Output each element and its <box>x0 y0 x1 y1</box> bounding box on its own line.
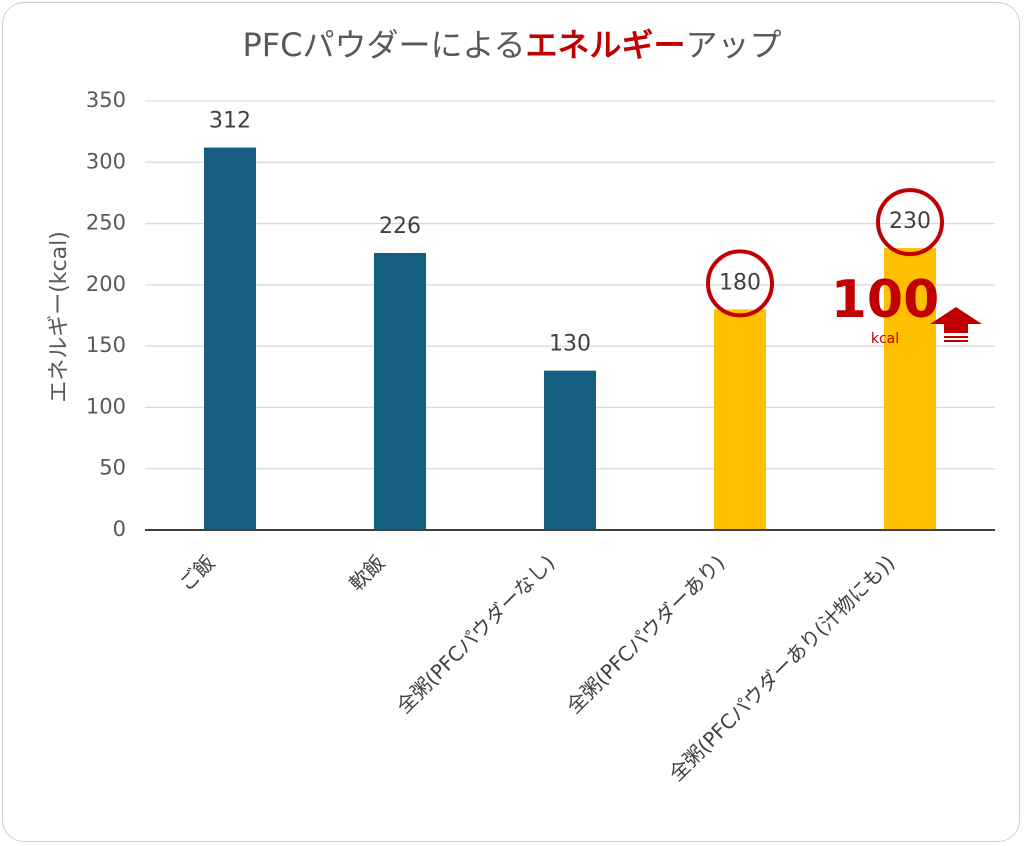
y-tick-label: 50 <box>99 456 126 480</box>
highlight-circle <box>706 249 774 318</box>
x-tick-label: 軟飯 <box>344 550 389 595</box>
up-arrow-icon <box>930 307 982 342</box>
y-tick-label: 0 <box>113 517 126 541</box>
x-tick-labels: ご飯 軟飯 全粥(PFCパウダーなし) 全粥(PFCパウダーあり)全粥(PFCパウダー… <box>174 550 899 785</box>
bar <box>374 252 426 530</box>
y-tick-labels: 0 50 100 150 200 250 300 350 <box>86 88 126 541</box>
title-part-1: PFCパウダーによる <box>242 26 526 64</box>
title-part-2: エネルギー <box>525 26 686 64</box>
data-label: 180 <box>719 270 761 295</box>
bar <box>884 248 936 531</box>
bars <box>204 147 936 531</box>
y-tick-label: 150 <box>86 333 126 357</box>
data-labels: 312 226 130 180 230 <box>209 109 931 357</box>
data-label: 226 <box>379 214 421 239</box>
y-axis-label: エネルギー(kcal) <box>47 231 72 403</box>
bar <box>544 370 596 530</box>
y-tick-label: 100 <box>86 394 126 418</box>
y-tick-label: 300 <box>86 149 126 173</box>
y-tick-label: 250 <box>86 211 126 235</box>
y-tick-label: 200 <box>86 272 126 296</box>
data-label: 312 <box>209 109 251 134</box>
annotation-unit: kcal <box>871 331 899 347</box>
bar <box>714 309 766 530</box>
annotation-value: 100 <box>831 270 940 330</box>
x-tick-label: 全粥(PFCパウダーあり) <box>562 550 730 718</box>
data-label: 230 <box>889 209 931 234</box>
bar <box>204 147 256 530</box>
chart-title: PFCパウダーによるエネルギーアップ <box>0 20 1024 66</box>
highlight-circles <box>706 188 944 318</box>
highlight-circle <box>876 188 944 257</box>
data-label: 130 <box>549 332 591 357</box>
x-tick-label: 全粥(PFCパウダーなし) <box>392 550 560 718</box>
y-tick-label: 350 <box>86 88 126 112</box>
annotation: 100 kcal <box>831 270 982 347</box>
x-tick-label: ご飯 <box>174 550 219 595</box>
title-part-3: アップ <box>685 26 782 64</box>
